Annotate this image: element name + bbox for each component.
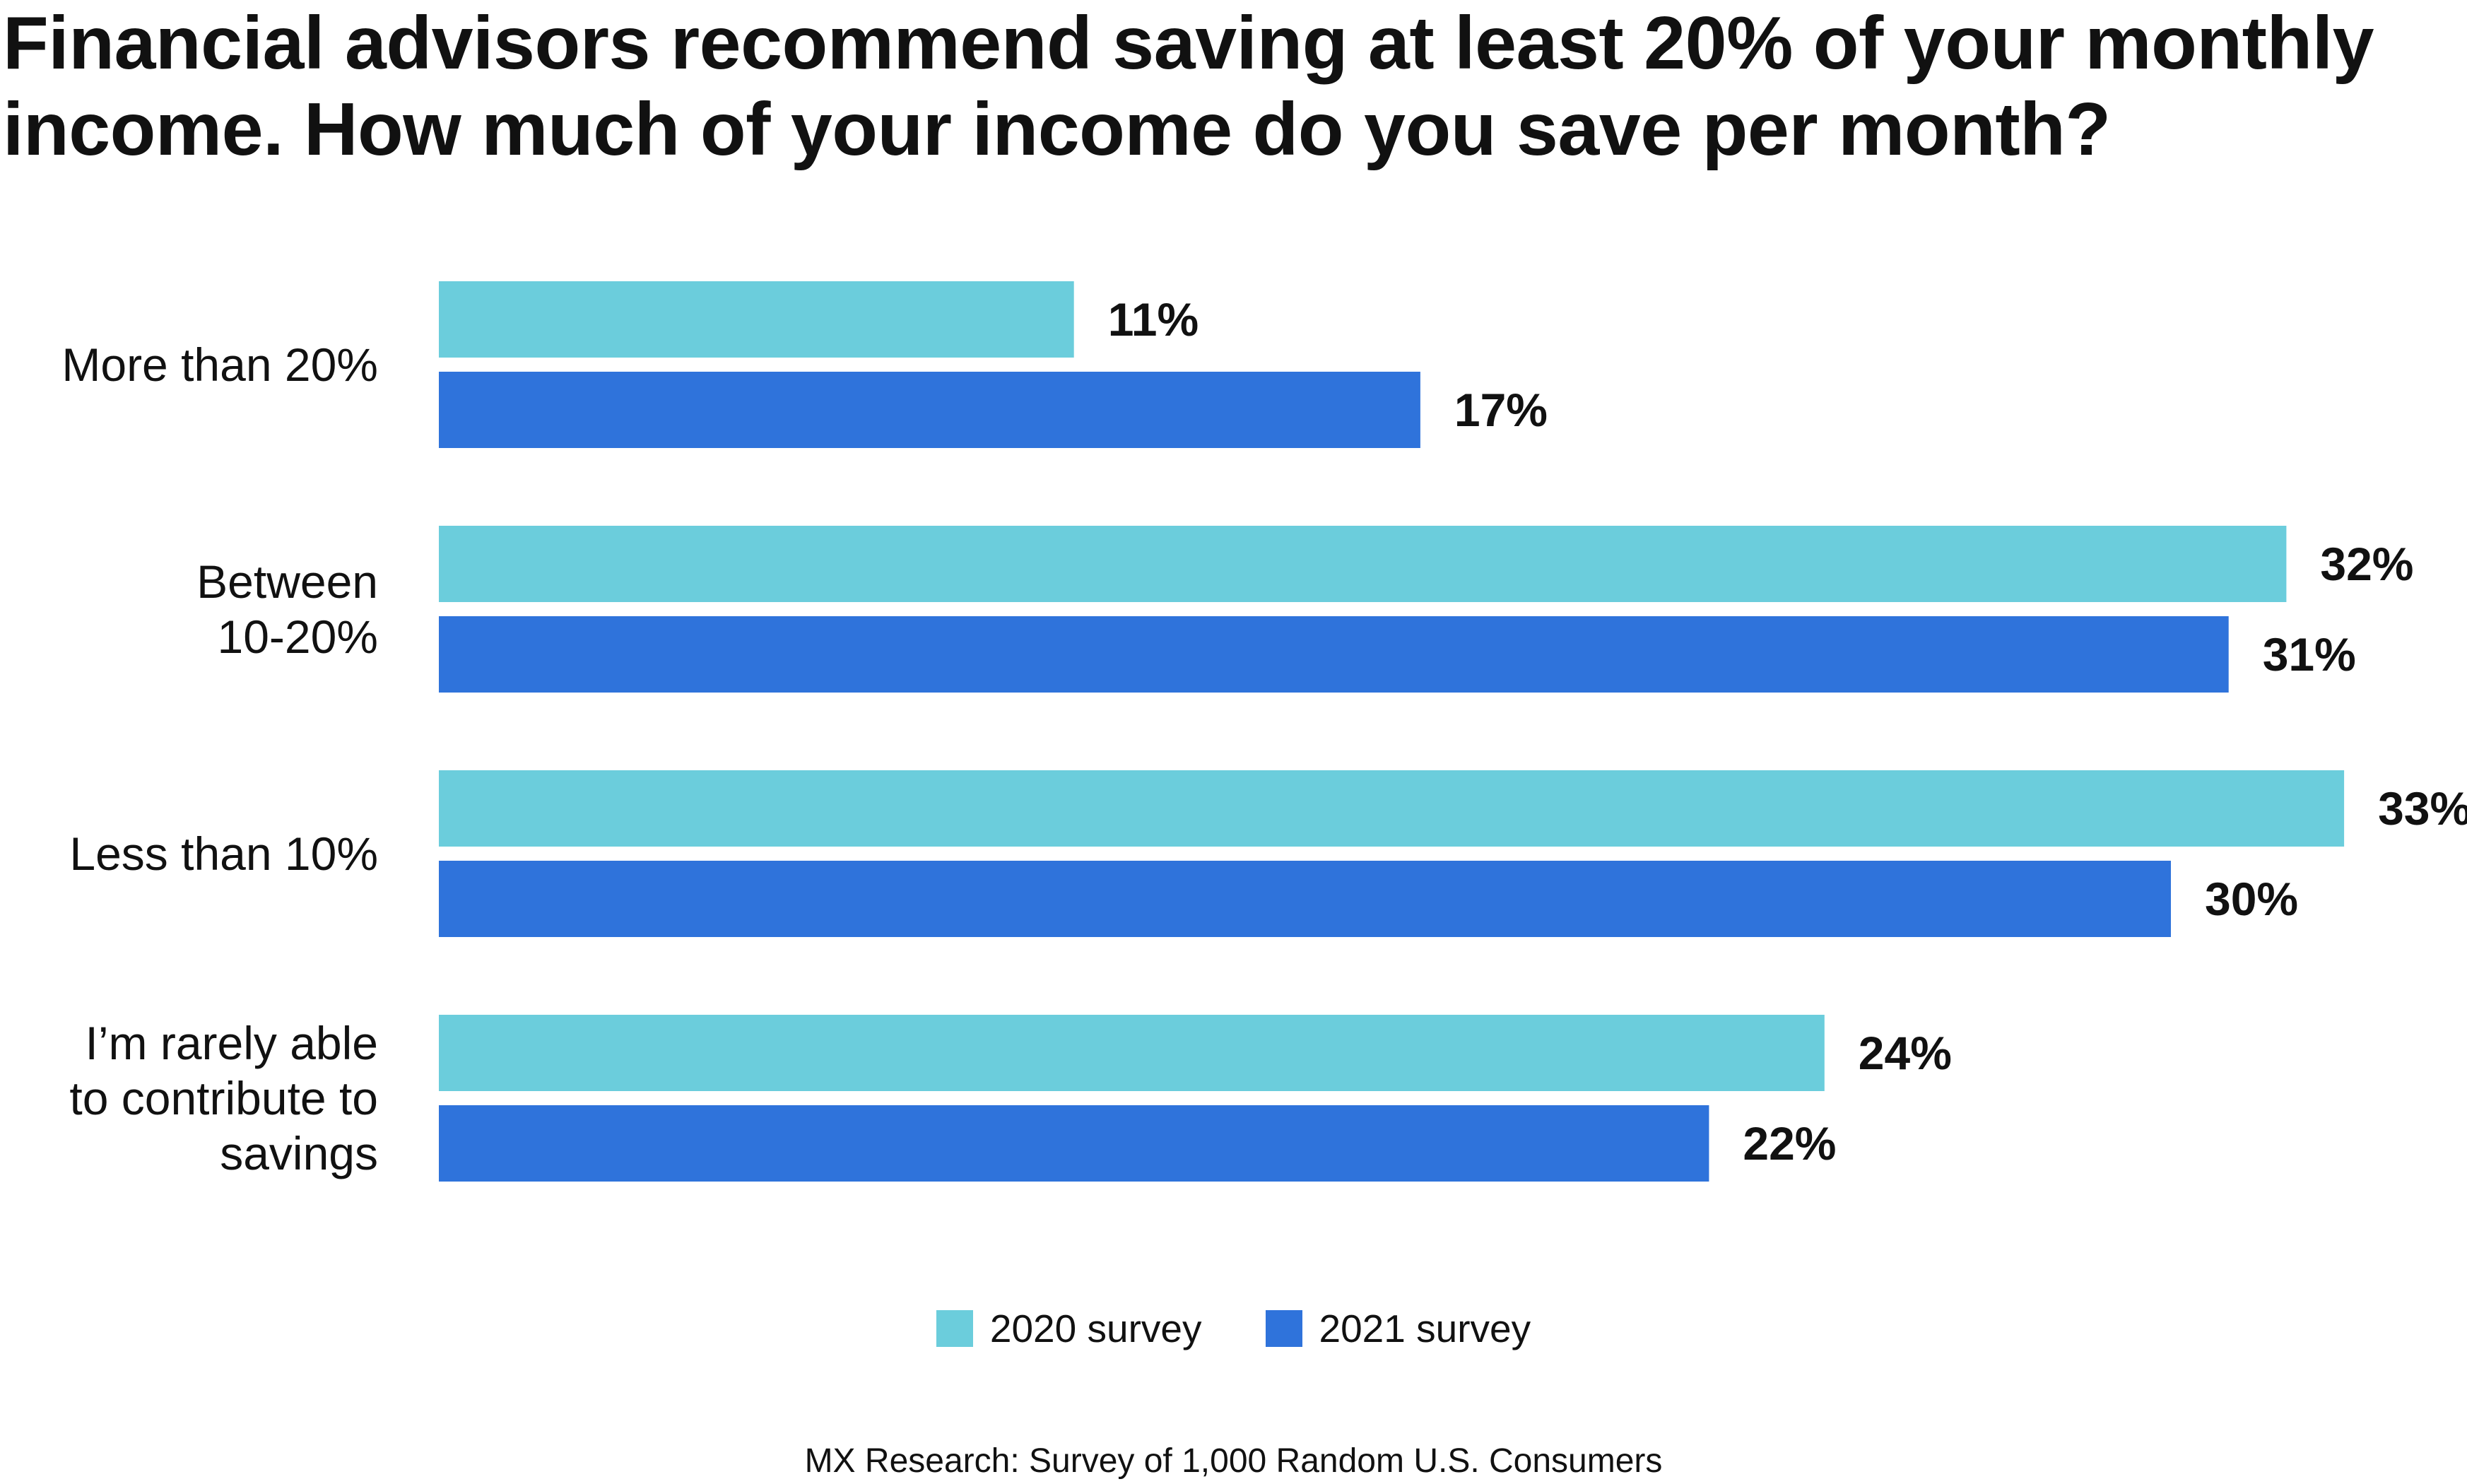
bar-2021-cat-0 xyxy=(439,372,1420,448)
legend-swatch-2020 xyxy=(936,1310,973,1347)
legend-swatch-2021 xyxy=(1265,1310,1302,1347)
data-label-2021-cat-1: 31% xyxy=(2263,628,2356,681)
bar-2020-cat-3 xyxy=(439,1015,1825,1091)
data-label-2021-cat-2: 30% xyxy=(2205,873,2298,925)
bar-2021-cat-1 xyxy=(439,616,2229,693)
legend-label-2021: 2021 survey xyxy=(1319,1307,1531,1350)
category-label-3-line-1: to contribute to xyxy=(69,1072,378,1124)
category-label-3-line-2: savings xyxy=(220,1127,378,1179)
bars xyxy=(439,281,2345,1182)
category-label-0-line-0: More than 20% xyxy=(61,338,378,391)
category-label-1-line-0: Between xyxy=(196,555,378,608)
chart-title: Financial advisors recommend saving at l… xyxy=(3,0,2462,172)
data-label-2021-cat-0: 17% xyxy=(1454,384,1548,436)
bar-2020-cat-1 xyxy=(439,526,2287,602)
category-label-1-line-1: 10-20% xyxy=(218,611,379,663)
bar-2021-cat-2 xyxy=(439,861,2171,937)
data-label-2020-cat-3: 24% xyxy=(1859,1027,1952,1079)
data-label-2020-cat-1: 32% xyxy=(2320,538,2413,590)
data-label-2020-cat-2: 33% xyxy=(2378,782,2467,835)
chart-title-line-2: income. How much of your income do you s… xyxy=(3,88,2111,171)
legend-item-2020: 2020 survey xyxy=(936,1306,1202,1351)
value-labels: 11% 32% 33% 24% 17% 31% 30% 22% xyxy=(1108,293,2467,1170)
data-label-2021-cat-3: 22% xyxy=(1743,1117,1836,1170)
category-label-3-line-0: I’m rarely able xyxy=(86,1017,378,1069)
data-label-2020-cat-0: 11% xyxy=(1108,293,1199,346)
category-label-2-line-0: Less than 10% xyxy=(69,828,378,880)
chart-title-line-1: Financial advisors recommend saving at l… xyxy=(3,1,2374,85)
legend: 2020 survey 2021 survey xyxy=(0,1304,2467,1353)
legend-label-2020: 2020 survey xyxy=(989,1307,1202,1350)
bar-2020-cat-2 xyxy=(439,770,2345,847)
legend-item-2021: 2021 survey xyxy=(1265,1306,1531,1351)
bar-2020-cat-0 xyxy=(439,281,1074,358)
source-note: MX Research: Survey of 1,000 Random U.S.… xyxy=(804,1442,1663,1480)
bar-2021-cat-3 xyxy=(439,1105,1709,1182)
